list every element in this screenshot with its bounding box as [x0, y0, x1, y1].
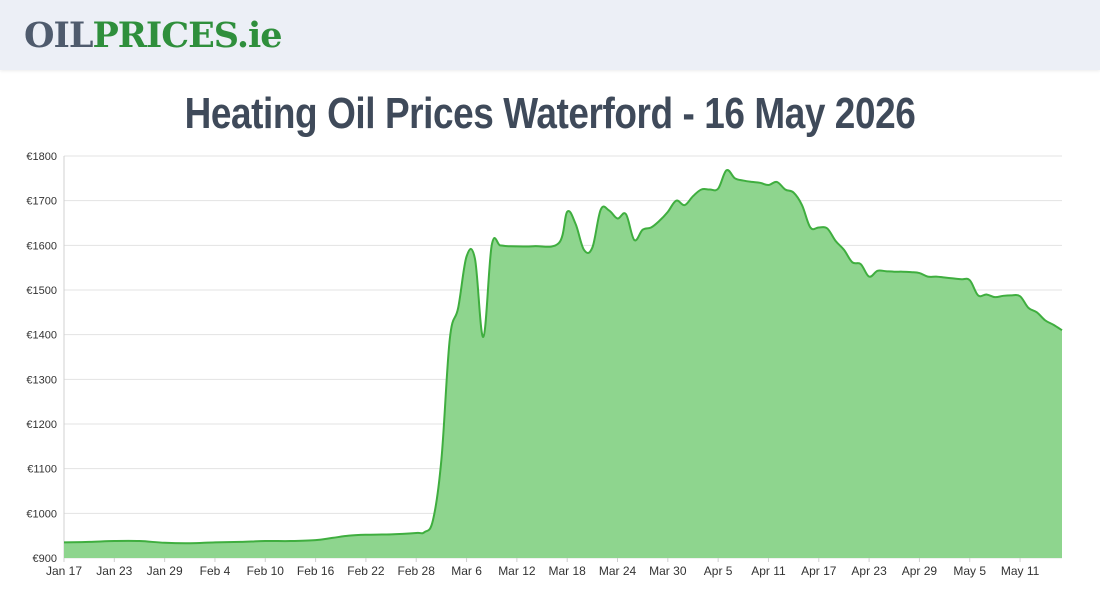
logo-text-ie: .ie: [236, 15, 283, 56]
x-tick-label: Feb 28: [398, 564, 436, 578]
y-tick-label: €1300: [26, 374, 57, 386]
x-tick-label: Jan 17: [46, 564, 82, 578]
x-tick-label: May 5: [953, 564, 986, 578]
y-tick-label: €1000: [26, 508, 57, 520]
y-tick-label: €1100: [27, 464, 57, 476]
site-header: OILPRICES.ie: [0, 0, 1100, 70]
x-tick-label: Mar 12: [498, 564, 536, 578]
y-tick-label: €1200: [26, 419, 57, 431]
x-tick-label: Mar 30: [649, 564, 687, 578]
site-logo[interactable]: OILPRICES.ie: [24, 15, 283, 56]
x-tick-label: Jan 29: [147, 564, 183, 578]
x-tick-label: Feb 22: [347, 564, 385, 578]
page-title: Heating Oil Prices Waterford - 16 May 20…: [184, 89, 916, 138]
x-tick-label: Jan 23: [96, 564, 132, 578]
x-tick-label: Mar 24: [599, 564, 637, 578]
x-tick-label: Apr 17: [801, 564, 837, 578]
y-tick-label: €1500: [26, 285, 57, 297]
y-tick-label: €900: [33, 553, 57, 565]
x-tick-label: May 11: [1001, 564, 1040, 578]
y-tick-label: €1400: [26, 330, 57, 342]
y-tick-label: €1700: [26, 196, 57, 208]
x-tick-label: Mar 18: [549, 564, 587, 578]
logo-text-oil: OIL: [24, 15, 93, 56]
price-area: [64, 170, 1062, 559]
x-tick-label: Feb 4: [200, 564, 231, 578]
price-line: [63, 169, 1063, 545]
x-tick-label: Apr 23: [851, 564, 887, 578]
x-tick-label: Mar 6: [451, 564, 482, 578]
y-tick-label: €1600: [26, 240, 57, 252]
x-tick-label: Apr 11: [751, 564, 786, 578]
y-tick-label: €1800: [26, 151, 57, 163]
x-tick-label: Feb 10: [247, 564, 285, 578]
x-tick-label: Apr 29: [902, 564, 938, 578]
x-tick-label: Apr 5: [704, 564, 733, 578]
x-tick-label: Feb 16: [297, 564, 335, 578]
logo-text-prices: PRICES: [92, 15, 237, 56]
